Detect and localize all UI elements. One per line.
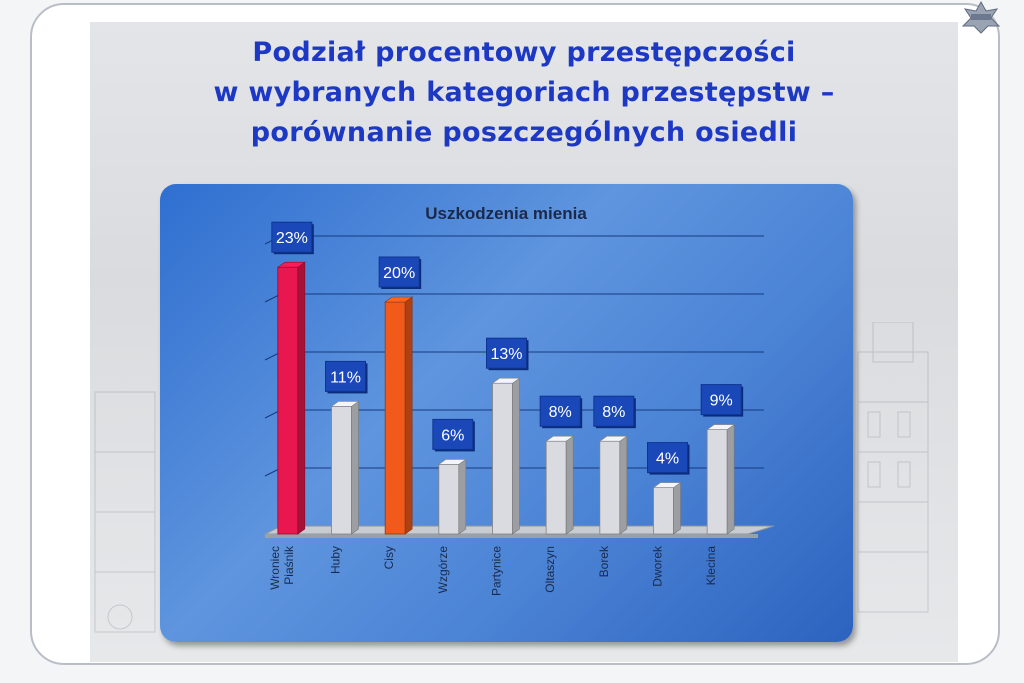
data-label: 11% (330, 369, 361, 386)
police-star-logo (961, 0, 1001, 34)
data-label: 23% (276, 230, 308, 247)
data-label-box (539, 395, 581, 427)
bar-top (384, 296, 414, 303)
data-label: 4% (656, 451, 679, 468)
bar (276, 261, 306, 535)
bar-side (297, 261, 306, 535)
bar-side (512, 377, 520, 535)
bar-front (384, 301, 406, 535)
building-sketch-right (857, 322, 929, 613)
bar-front (331, 405, 352, 535)
bar-front (492, 382, 513, 535)
bar-side (726, 424, 735, 535)
data-label-box (432, 418, 474, 450)
bar (491, 377, 521, 535)
bar-top (491, 377, 521, 384)
data-label: 8% (549, 404, 572, 421)
slide-title-line-3: porównanie poszczególnych osiedli (250, 117, 798, 148)
bar (545, 435, 575, 535)
bar-side (404, 296, 413, 535)
category-label: Borek (597, 545, 611, 577)
bar-side (351, 400, 359, 535)
data-label-box (378, 256, 420, 288)
category-label: Oltaszyn (543, 546, 557, 593)
bar-top (330, 401, 360, 407)
category-label: Partynice (490, 546, 504, 596)
category-label: Dworek (651, 545, 665, 587)
data-label: 8% (602, 404, 625, 421)
data-label: 20% (383, 265, 415, 282)
bar-front (545, 440, 567, 535)
category-label: Cisy (382, 546, 396, 569)
bar-chart: Uszkodzenia mienia 23% Wroniec Piaśnik 11% Hu… (264, 204, 775, 596)
chart-panel: Uszkodzenia mienia 23% Wroniec Piaśnik 11% Hu… (160, 184, 853, 642)
bar-front (653, 487, 674, 535)
bar-front (277, 266, 299, 535)
slide-title: Podział procentowy przestępczości w wybr… (90, 33, 958, 153)
bar (652, 482, 682, 535)
category-label: Wzgórze (436, 546, 450, 594)
category-label: Klecina (704, 546, 718, 586)
category-label: Huby (329, 546, 343, 574)
data-label: 13% (490, 346, 522, 363)
category-label: Piaśnik (282, 545, 296, 585)
bar-front (438, 463, 460, 535)
data-label-box (486, 337, 527, 369)
bar-side (458, 458, 467, 535)
data-label-box (647, 442, 688, 474)
chart-title: Uszkodzenia mienia (425, 204, 587, 223)
slide-title-line-1: Podział procentowy przestępczości (252, 37, 796, 68)
slide-title-line-2: w wybranych kategoriach przestępstw – (213, 77, 835, 108)
data-label-box (700, 384, 742, 416)
bar-top (706, 424, 736, 430)
bar-front (599, 440, 621, 535)
bar-top (598, 435, 628, 442)
data-label-box (325, 360, 366, 392)
data-label: 6% (441, 427, 464, 444)
bar-top (545, 435, 575, 442)
bar-top (276, 261, 306, 268)
bar (437, 458, 467, 535)
data-label-box (593, 395, 635, 427)
data-label: 9% (710, 393, 733, 410)
chart-floor-edge (265, 534, 758, 538)
bar-front (706, 429, 728, 535)
category-label: Wroniec (268, 546, 282, 590)
bar (598, 435, 628, 535)
bar (384, 296, 414, 535)
bar-top (437, 459, 467, 465)
bar-side (619, 435, 628, 535)
building-sketch-left (94, 391, 156, 633)
bar-side (565, 435, 574, 535)
bar (330, 400, 360, 535)
bar (706, 424, 736, 535)
bar-side (673, 482, 681, 535)
data-label-box (271, 221, 313, 253)
bar-top (652, 482, 682, 488)
